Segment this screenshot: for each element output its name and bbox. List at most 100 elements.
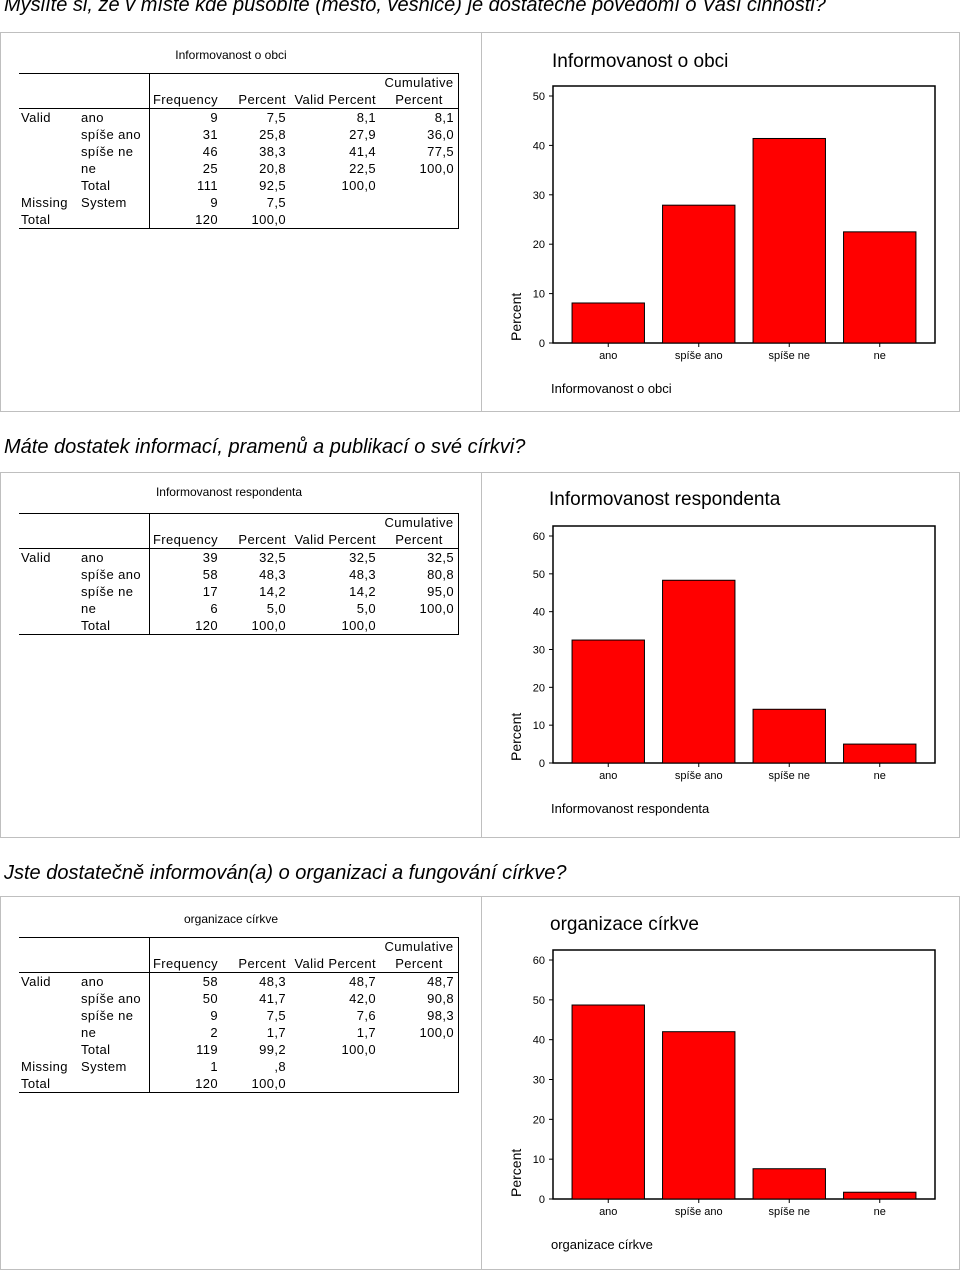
cell-percent: ,8 [274, 1059, 286, 1074]
cell-frequency: 2 [149, 1024, 222, 1041]
x-tick-label: ano [599, 770, 617, 782]
row-category-label: ano [81, 550, 104, 565]
table-row: spíše ano 31 25,8 27,9 36,0 [19, 126, 459, 143]
cell-frequency: 119 [149, 1041, 222, 1058]
column-header-frequency: Frequency [149, 531, 222, 549]
chart-title: organizace církve [550, 914, 699, 935]
x-tick-label: spíše ano [675, 350, 723, 362]
y-axis-label: Percent [508, 293, 524, 341]
cell-valid-percent: 7,6 [356, 1008, 376, 1023]
cell-frequency: 39 [149, 548, 222, 566]
table-row: Missing System 9 7,5 [19, 194, 459, 211]
y-tick-label: 20 [533, 239, 545, 251]
plot-frame [552, 949, 936, 1200]
plot-frame [552, 525, 936, 764]
cell-cumulative-percent: 100,0 [380, 1024, 459, 1041]
row-category-label [79, 211, 150, 229]
bar [752, 137, 826, 344]
row-group-label [19, 160, 79, 177]
y-tick-label: 10 [533, 289, 545, 301]
row-group-label: Missing [21, 195, 68, 210]
question-2: Máte dostatek informací, pramenů a publi… [4, 436, 526, 458]
x-axis-label: Informovanost o obci [551, 381, 672, 396]
table-header-row: Cumulative [19, 937, 459, 955]
y-axis-label: Percent [508, 713, 524, 761]
row-group-label: Valid [21, 974, 51, 989]
row-category-label: ano [81, 110, 104, 125]
bar [571, 639, 645, 764]
x-tick-label: spíše ano [675, 770, 723, 782]
column-header-valid-percent: Valid Percent [290, 531, 380, 549]
cell-percent: 99,2 [259, 1042, 286, 1057]
row-category-label: spíše ne [81, 1008, 134, 1023]
output-panel-2: Informovanost respondenta Cumulative Fre… [0, 472, 960, 838]
cell-cumulative-percent [380, 177, 459, 194]
cell-percent: 32,5 [259, 550, 286, 565]
column-header-cumulative-percent: Percent [380, 955, 459, 973]
x-tick-label: ano [599, 350, 617, 362]
table-header-row: Frequency Percent Valid Percent Percent [19, 955, 459, 973]
cell-valid-percent: 1,7 [356, 1025, 376, 1040]
row-group-label: Valid [21, 550, 51, 565]
cell-percent: 41,7 [259, 991, 286, 1006]
y-axis-label: Percent [508, 1149, 524, 1197]
table-title: Informovanost respondenta [155, 485, 303, 499]
bar [662, 1031, 736, 1200]
y-tick-label: 20 [533, 682, 545, 694]
cell-frequency: 120 [149, 211, 222, 229]
cell-cumulative-percent: 8,1 [380, 108, 459, 126]
x-tick-label: spíše ne [768, 1206, 810, 1218]
row-category-label [79, 1075, 150, 1093]
table-row: spíše ano 50 41,7 42,0 90,8 [19, 990, 459, 1007]
column-header-cumulative: Cumulative [380, 937, 459, 955]
frequency-table: Cumulative Frequency Percent Valid Perce… [19, 73, 459, 229]
y-tick-label: 10 [533, 1154, 545, 1166]
cell-valid-percent: 27,9 [349, 127, 376, 142]
question-3: Jste dostatečně informován(a) o organiza… [4, 862, 567, 884]
column-header-frequency: Frequency [149, 91, 222, 109]
table-row: Total 120 100,0 [19, 211, 459, 229]
cell-valid-percent: 100,0 [341, 1042, 376, 1057]
table-row: Total 120 100,0 100,0 [19, 617, 459, 635]
cell-valid-percent: 48,7 [349, 974, 376, 989]
bar [571, 302, 645, 344]
cell-cumulative-percent: 100,0 [380, 160, 459, 177]
cell-frequency: 17 [149, 583, 222, 600]
row-group-label [19, 126, 79, 143]
cell-frequency: 120 [149, 1075, 222, 1093]
cell-valid-percent [290, 211, 380, 229]
bar [571, 1004, 645, 1200]
cell-frequency: 50 [149, 990, 222, 1007]
table-row: spíše ne 9 7,5 7,6 98,3 [19, 1007, 459, 1024]
cell-valid-percent: 22,5 [349, 161, 376, 176]
cell-percent: 5,0 [266, 601, 286, 616]
cell-percent: 48,3 [259, 974, 286, 989]
chart-title: Informovanost respondenta [549, 489, 781, 510]
column-header-cumulative-percent: Percent [380, 91, 459, 109]
x-tick-label: ne [874, 350, 886, 362]
y-tick-label: 0 [539, 1194, 545, 1206]
row-group-label: Missing [21, 1059, 68, 1074]
panel-divider [481, 473, 482, 837]
cell-frequency: 9 [149, 1007, 222, 1024]
row-category-label: Total [81, 178, 111, 193]
row-group-label [19, 1041, 79, 1058]
cell-valid-percent: 8,1 [356, 110, 376, 125]
cell-percent: 48,3 [259, 567, 286, 582]
bar [843, 743, 917, 764]
cell-frequency: 58 [149, 566, 222, 583]
x-tick-label: spíše ano [675, 1206, 723, 1218]
table-row: spíše ne 46 38,3 41,4 77,5 [19, 143, 459, 160]
frequency-table: Cumulative Frequency Percent Valid Perce… [19, 513, 459, 635]
table-row: Valid ano 39 32,5 32,5 32,5 [19, 548, 459, 566]
cell-cumulative-percent [380, 1041, 459, 1058]
cell-cumulative-percent [380, 1075, 459, 1093]
y-tick-label: 20 [533, 1114, 545, 1126]
table-row: Total 120 100,0 [19, 1075, 459, 1093]
column-header-percent: Percent [222, 955, 290, 973]
column-header-valid-percent: Valid Percent [290, 955, 380, 973]
cell-percent: 100,0 [222, 211, 290, 229]
bar [752, 708, 826, 764]
row-category-label: spíše ne [81, 144, 134, 159]
table-row: ne 2 1,7 1,7 100,0 [19, 1024, 459, 1041]
